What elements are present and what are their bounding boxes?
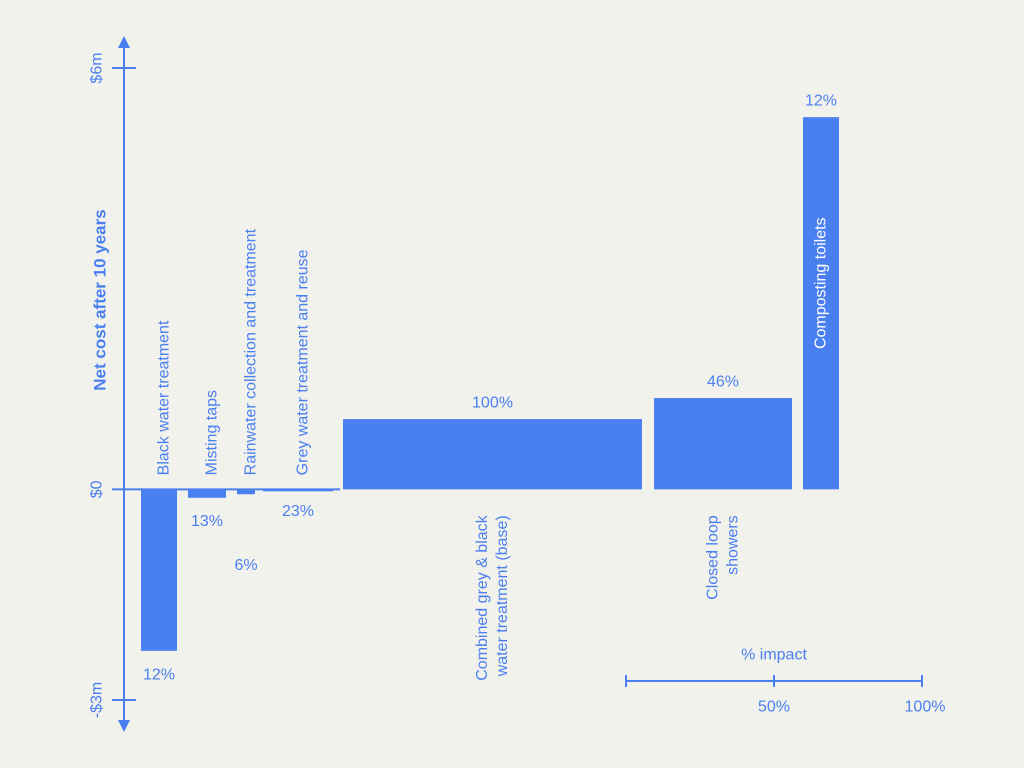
y-axis-title: Net cost after 10 years (91, 209, 110, 390)
bar-impact-label: 13% (191, 513, 223, 530)
bar-impact-label: 6% (234, 557, 257, 574)
y-axis-arrow-up-icon (118, 36, 130, 48)
labels: 12% Black water treatment 13% Misting taps 6… (143, 93, 837, 684)
bar-name-label: Composting toilets (813, 217, 830, 349)
bar (803, 117, 839, 490)
bar-name-label: water treatment (base) (494, 515, 511, 677)
y-axis-arrow-down-icon (118, 720, 130, 732)
bar-name-label: showers (725, 515, 742, 575)
bar-name-label: Misting taps (204, 390, 221, 475)
y-tick-label: $0 (89, 480, 106, 498)
impact-scale-tick-label: 50% (758, 699, 790, 716)
bar (343, 419, 642, 490)
bar-name-label: Grey water treatment and reuse (295, 249, 312, 475)
bars (141, 117, 839, 651)
bar-name-label: Closed loop (705, 515, 722, 600)
impact-scale-tick-label: 100% (905, 699, 946, 716)
bar-name-label: Combined grey & black (474, 514, 491, 680)
bar-impact-label: 12% (143, 666, 175, 683)
bar-name-label: Black water treatment (156, 320, 173, 475)
impact-scale: % impact 50% 100% (625, 647, 946, 716)
bar-impact-label: 23% (282, 503, 314, 520)
y-tick-label: $6m (89, 52, 106, 83)
bar (141, 489, 177, 651)
bar (188, 489, 226, 498)
bar (263, 489, 333, 492)
y-tick-label: -$3m (89, 682, 106, 718)
bar (654, 398, 792, 490)
bar (237, 489, 255, 495)
impact-scale-title: % impact (741, 647, 807, 664)
bar-name-label: Rainwater collection and treatment (243, 228, 260, 475)
bar-impact-label: 46% (707, 374, 739, 391)
bar-impact-label: 12% (805, 93, 837, 110)
bar-impact-label: 100% (472, 395, 513, 412)
